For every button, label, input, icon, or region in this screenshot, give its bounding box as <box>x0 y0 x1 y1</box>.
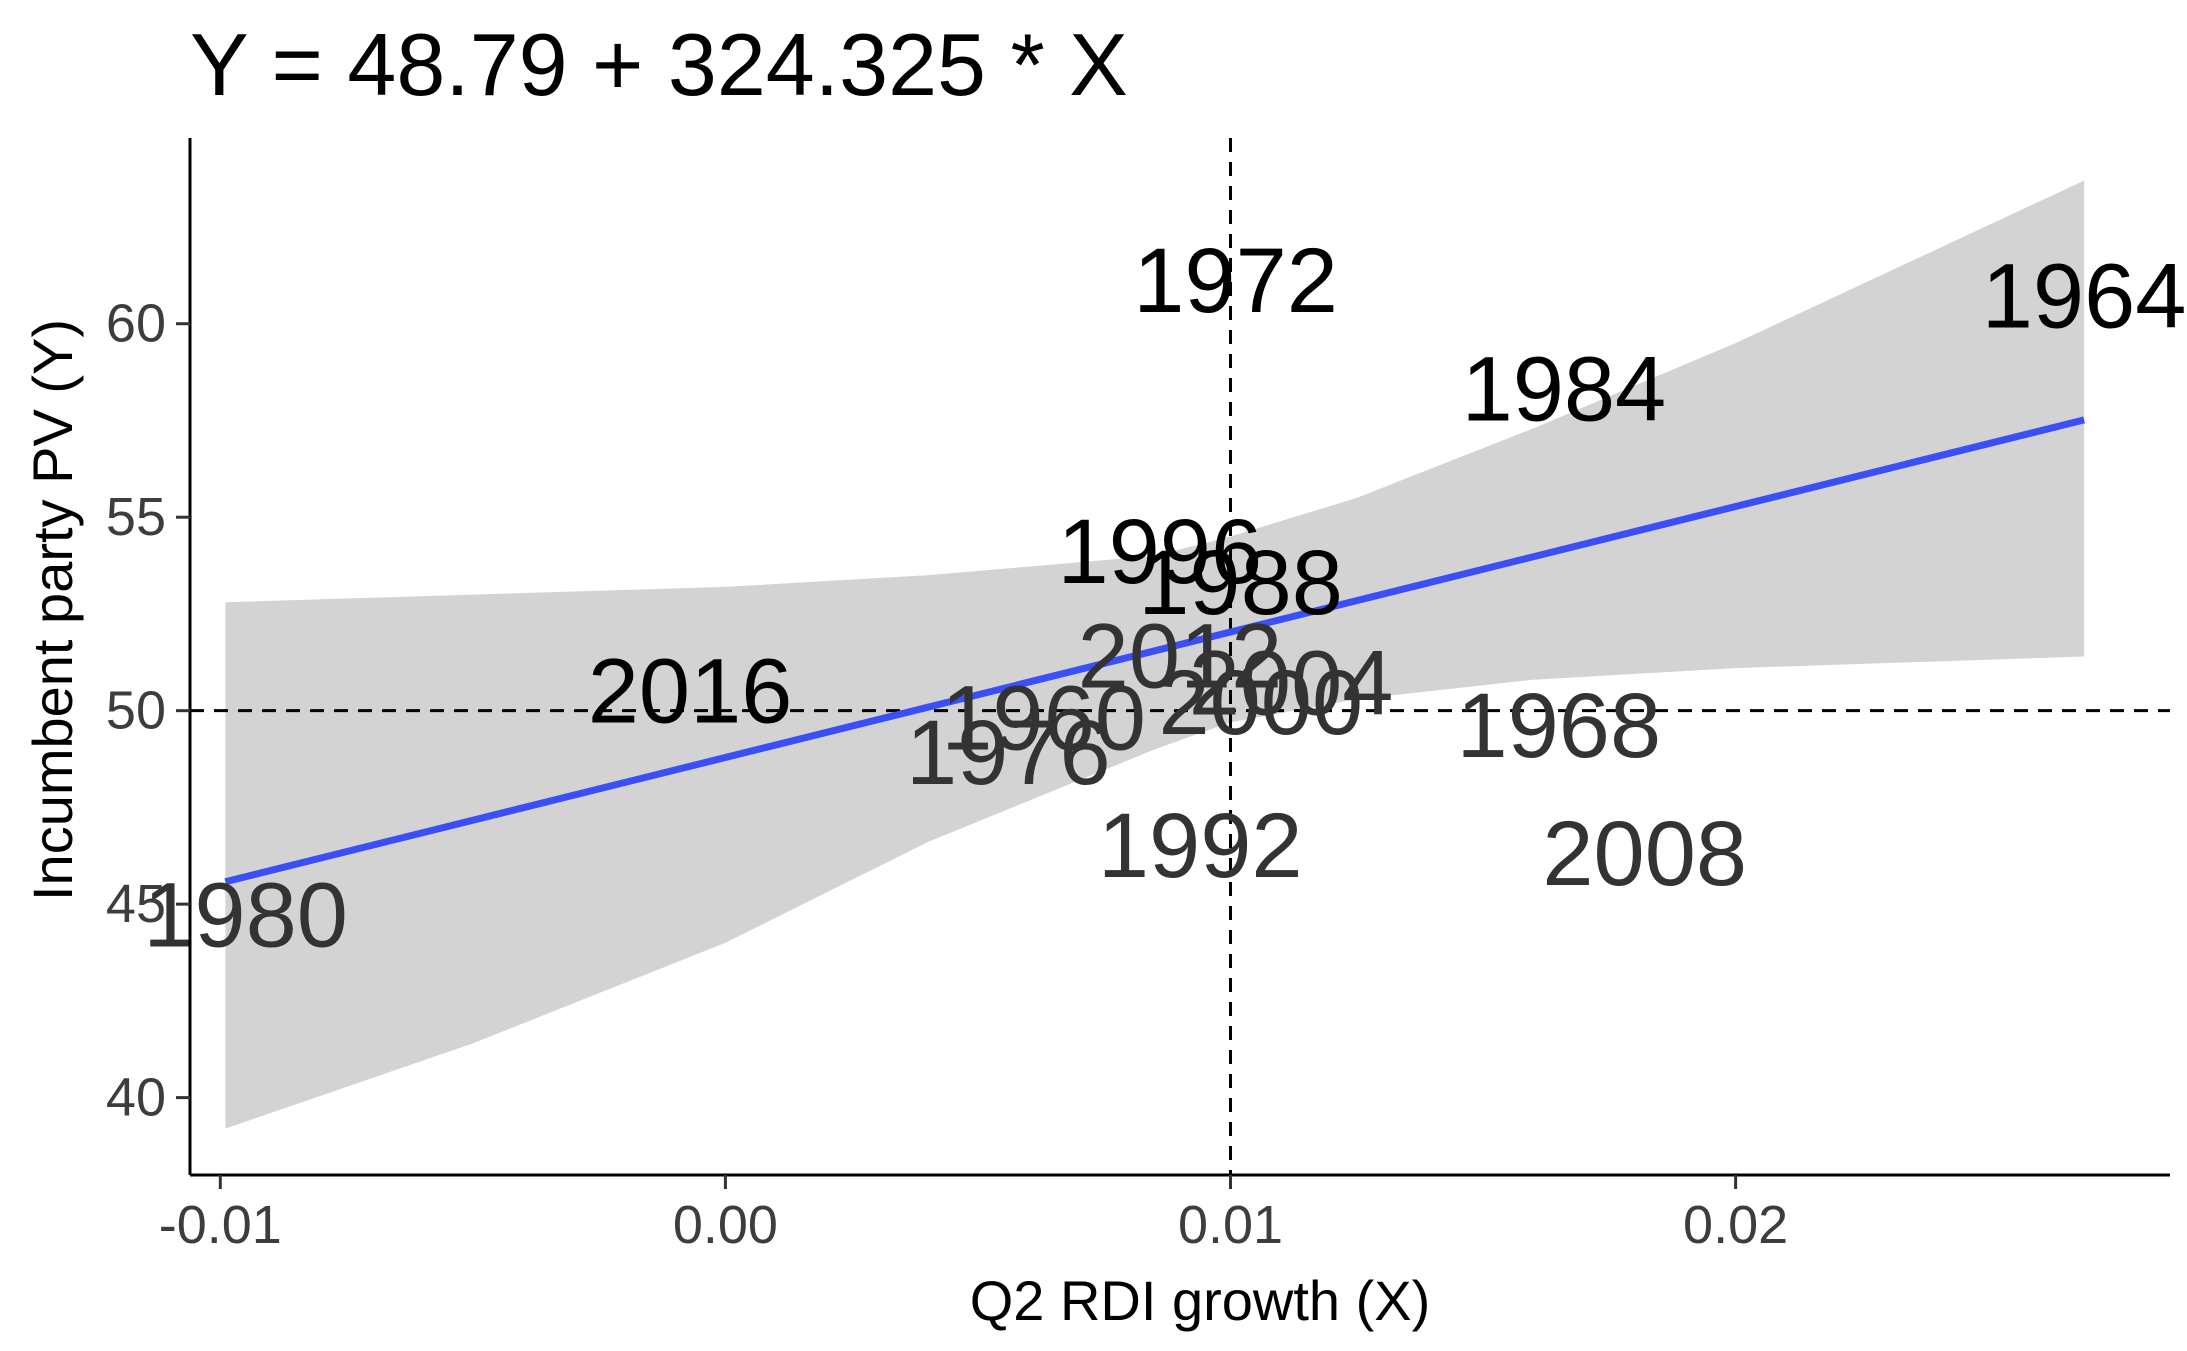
point-label-1980: 1980 <box>143 865 348 967</box>
point-label-2004: 2004 <box>1189 633 1394 735</box>
confidence-band <box>225 180 2085 1129</box>
point-label-1972: 1972 <box>1133 230 1338 332</box>
y-tick-label: 50 <box>106 681 166 741</box>
x-tick-label: 0.02 <box>1683 1195 1788 1255</box>
y-tick-label: 55 <box>106 487 166 547</box>
y-axis-title: Incumbent party PV (Y) <box>21 319 84 901</box>
point-label-1968: 1968 <box>1456 675 1661 777</box>
y-tick-label: 45 <box>106 874 166 934</box>
point-label-1964: 1964 <box>1982 246 2187 348</box>
x-tick-label: -0.01 <box>159 1195 282 1255</box>
point-label-1988: 1988 <box>1138 532 1343 634</box>
point-label-1984: 1984 <box>1462 339 1667 441</box>
y-axis-ticks: 40 45 50 55 60 <box>106 294 190 1128</box>
regression-line <box>224 416 2085 886</box>
point-label-2012: 2012 <box>1078 606 1283 708</box>
y-tick-label: 60 <box>106 294 166 354</box>
point-label-1996: 1996 <box>1057 501 1262 603</box>
y-tick-label: 40 <box>106 1068 166 1128</box>
x-tick-label: 0.00 <box>673 1195 778 1255</box>
point-label-2008: 2008 <box>1542 803 1747 905</box>
x-axis-ticks: -0.01 0.00 0.01 0.02 <box>159 1175 1788 1255</box>
point-label-1992: 1992 <box>1098 795 1303 897</box>
point-label-1960: 1960 <box>941 667 1146 769</box>
x-axis-title: Q2 RDI growth (X) <box>970 1269 1431 1332</box>
point-label-2000: 2000 <box>1158 652 1363 754</box>
point-label-1976: 1976 <box>906 702 1111 804</box>
point-label-2016: 2016 <box>588 640 793 742</box>
chart-title: Y = 48.79 + 324.325 * X <box>190 15 1128 114</box>
x-tick-label: 0.01 <box>1178 1195 1283 1255</box>
